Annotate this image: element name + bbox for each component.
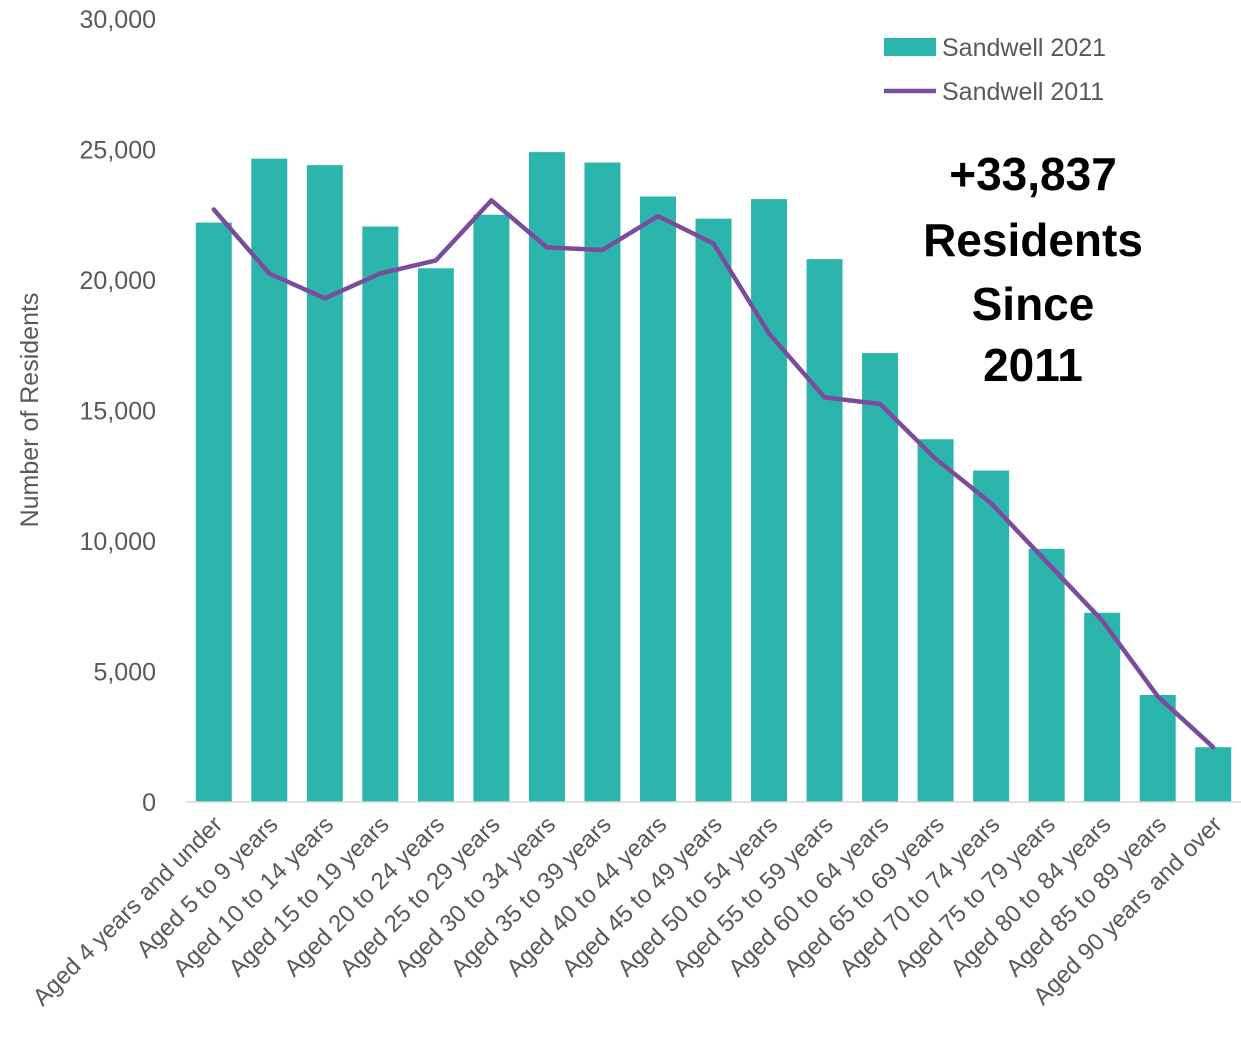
bar (917, 439, 954, 802)
y-tick-label: 30,000 (80, 6, 156, 34)
y-tick-label: 20,000 (80, 267, 156, 295)
bar (1084, 612, 1121, 802)
y-tick-label: 0 (142, 789, 156, 817)
annotation-line-1: +33,837 (949, 148, 1117, 200)
bar (195, 222, 232, 802)
bar (806, 259, 843, 802)
y-tick-label: 10,000 (80, 528, 156, 556)
bar (639, 196, 676, 803)
bar (584, 162, 621, 803)
y-tick-label: 5,000 (93, 659, 156, 687)
annotation-line-3: Since (972, 278, 1095, 330)
annotation-line-4: 2011 (983, 339, 1083, 391)
bar (362, 226, 399, 802)
legend-swatch-sandwell-2021 (884, 38, 936, 56)
bar (973, 470, 1010, 802)
bar (1139, 694, 1176, 802)
bar (251, 158, 288, 802)
y-axis-ticks: 0 5,000 10,000 15,000 20,000 25,000 30,000 (80, 6, 156, 817)
bars-sandwell-2021 (195, 152, 1232, 803)
bar (473, 214, 510, 802)
bar (751, 199, 788, 803)
bar (862, 353, 899, 802)
bar (1028, 548, 1065, 802)
bar (417, 268, 454, 802)
line-sandwell-2011 (211, 198, 1216, 750)
bar (1195, 747, 1232, 802)
bar (695, 218, 732, 803)
annotation-line-2: Residents (923, 214, 1143, 266)
legend-label-sandwell-2021: Sandwell 2021 (942, 34, 1106, 62)
y-tick-label: 25,000 (80, 137, 156, 165)
y-tick-label: 15,000 (80, 398, 156, 426)
bar (528, 152, 565, 803)
legend: Sandwell 2021 Sandwell 2011 (884, 34, 1106, 106)
legend-label-sandwell-2011: Sandwell 2011 (942, 78, 1104, 106)
bar (306, 165, 343, 802)
annotation-growth: +33,837 Residents Since 2011 (923, 148, 1143, 391)
y-axis-title: Number of Residents (16, 293, 44, 528)
